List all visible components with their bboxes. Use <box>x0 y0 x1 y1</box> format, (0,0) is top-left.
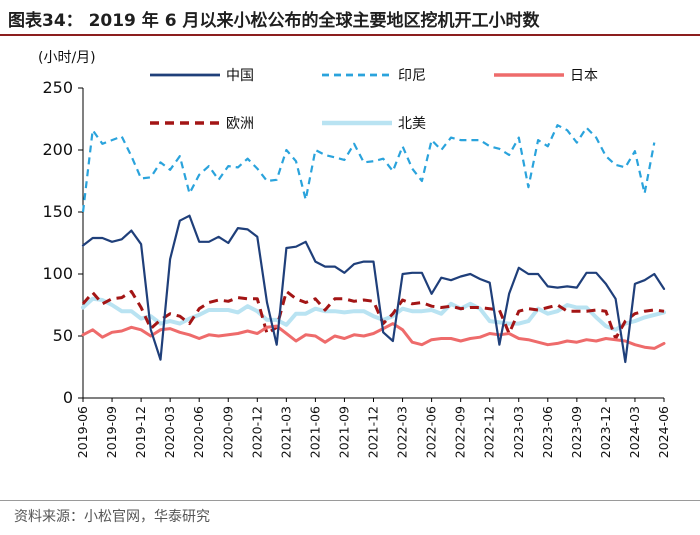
footer-rule <box>0 500 700 501</box>
x-tick-label: 2021-12 <box>366 406 381 458</box>
x-tick-label: 2022-03 <box>395 406 410 458</box>
y-tick-label: 100 <box>42 264 73 283</box>
y-tick-label: 150 <box>42 202 73 221</box>
x-tick-label: 2020-06 <box>191 406 206 458</box>
x-tick-label: 2024-03 <box>627 406 642 458</box>
y-tick-label: 200 <box>42 140 73 159</box>
x-tick-label: 2020-12 <box>249 406 264 458</box>
x-tick-label: 2023-09 <box>569 406 584 458</box>
legend-label-1: 中国 <box>226 68 254 84</box>
y-tick-label: 50 <box>53 326 73 345</box>
x-tick-label: 2022-06 <box>424 406 439 458</box>
legend-label-3: 日本 <box>570 68 598 84</box>
x-tick-label: 2022-09 <box>453 406 468 458</box>
line-chart: (小时/月) 0 50 100 150 200 250 2019-06 2019-09 2019-… <box>38 50 671 458</box>
series-line-4 <box>81 289 665 340</box>
y-tick-label: 0 <box>63 388 73 407</box>
x-tick-label: 2020-09 <box>220 406 235 458</box>
x-tick-label: 2024-06 <box>656 406 671 458</box>
x-tick-label: 2021-03 <box>278 406 293 458</box>
x-tick-label: 2021-06 <box>307 406 322 458</box>
y-tick-label: 250 <box>42 78 73 97</box>
x-tick-label: 2023-03 <box>511 406 526 458</box>
series-line-5 <box>81 296 666 332</box>
x-tick-label: 2023-12 <box>598 406 613 458</box>
title-rule <box>0 34 700 36</box>
source-note: 资料来源：小松官网，华泰研究 <box>14 509 210 525</box>
x-tick-label: 2019-09 <box>104 406 119 458</box>
legend-label-4: 欧洲 <box>226 116 254 132</box>
chart-title: 图表34： 2019 年 6 月以来小松公布的全球主要地区挖机开工小时数 <box>8 11 540 31</box>
x-tick-label: 2019-06 <box>75 406 90 458</box>
series-line-3 <box>81 322 666 350</box>
x-tick-label: 2022-12 <box>482 406 497 458</box>
series-line-2 <box>81 124 656 213</box>
x-tick-label: 2023-06 <box>540 406 555 458</box>
series-line-1 <box>81 214 666 364</box>
y-axis-unit-label: (小时/月) <box>38 50 96 66</box>
x-tick-label: 2021-09 <box>336 406 351 458</box>
legend-label-5: 北美 <box>398 116 426 132</box>
x-tick-label: 2020-03 <box>162 406 177 458</box>
x-tick-label: 2019-12 <box>133 406 148 458</box>
legend-label-2: 印尼 <box>398 68 426 84</box>
